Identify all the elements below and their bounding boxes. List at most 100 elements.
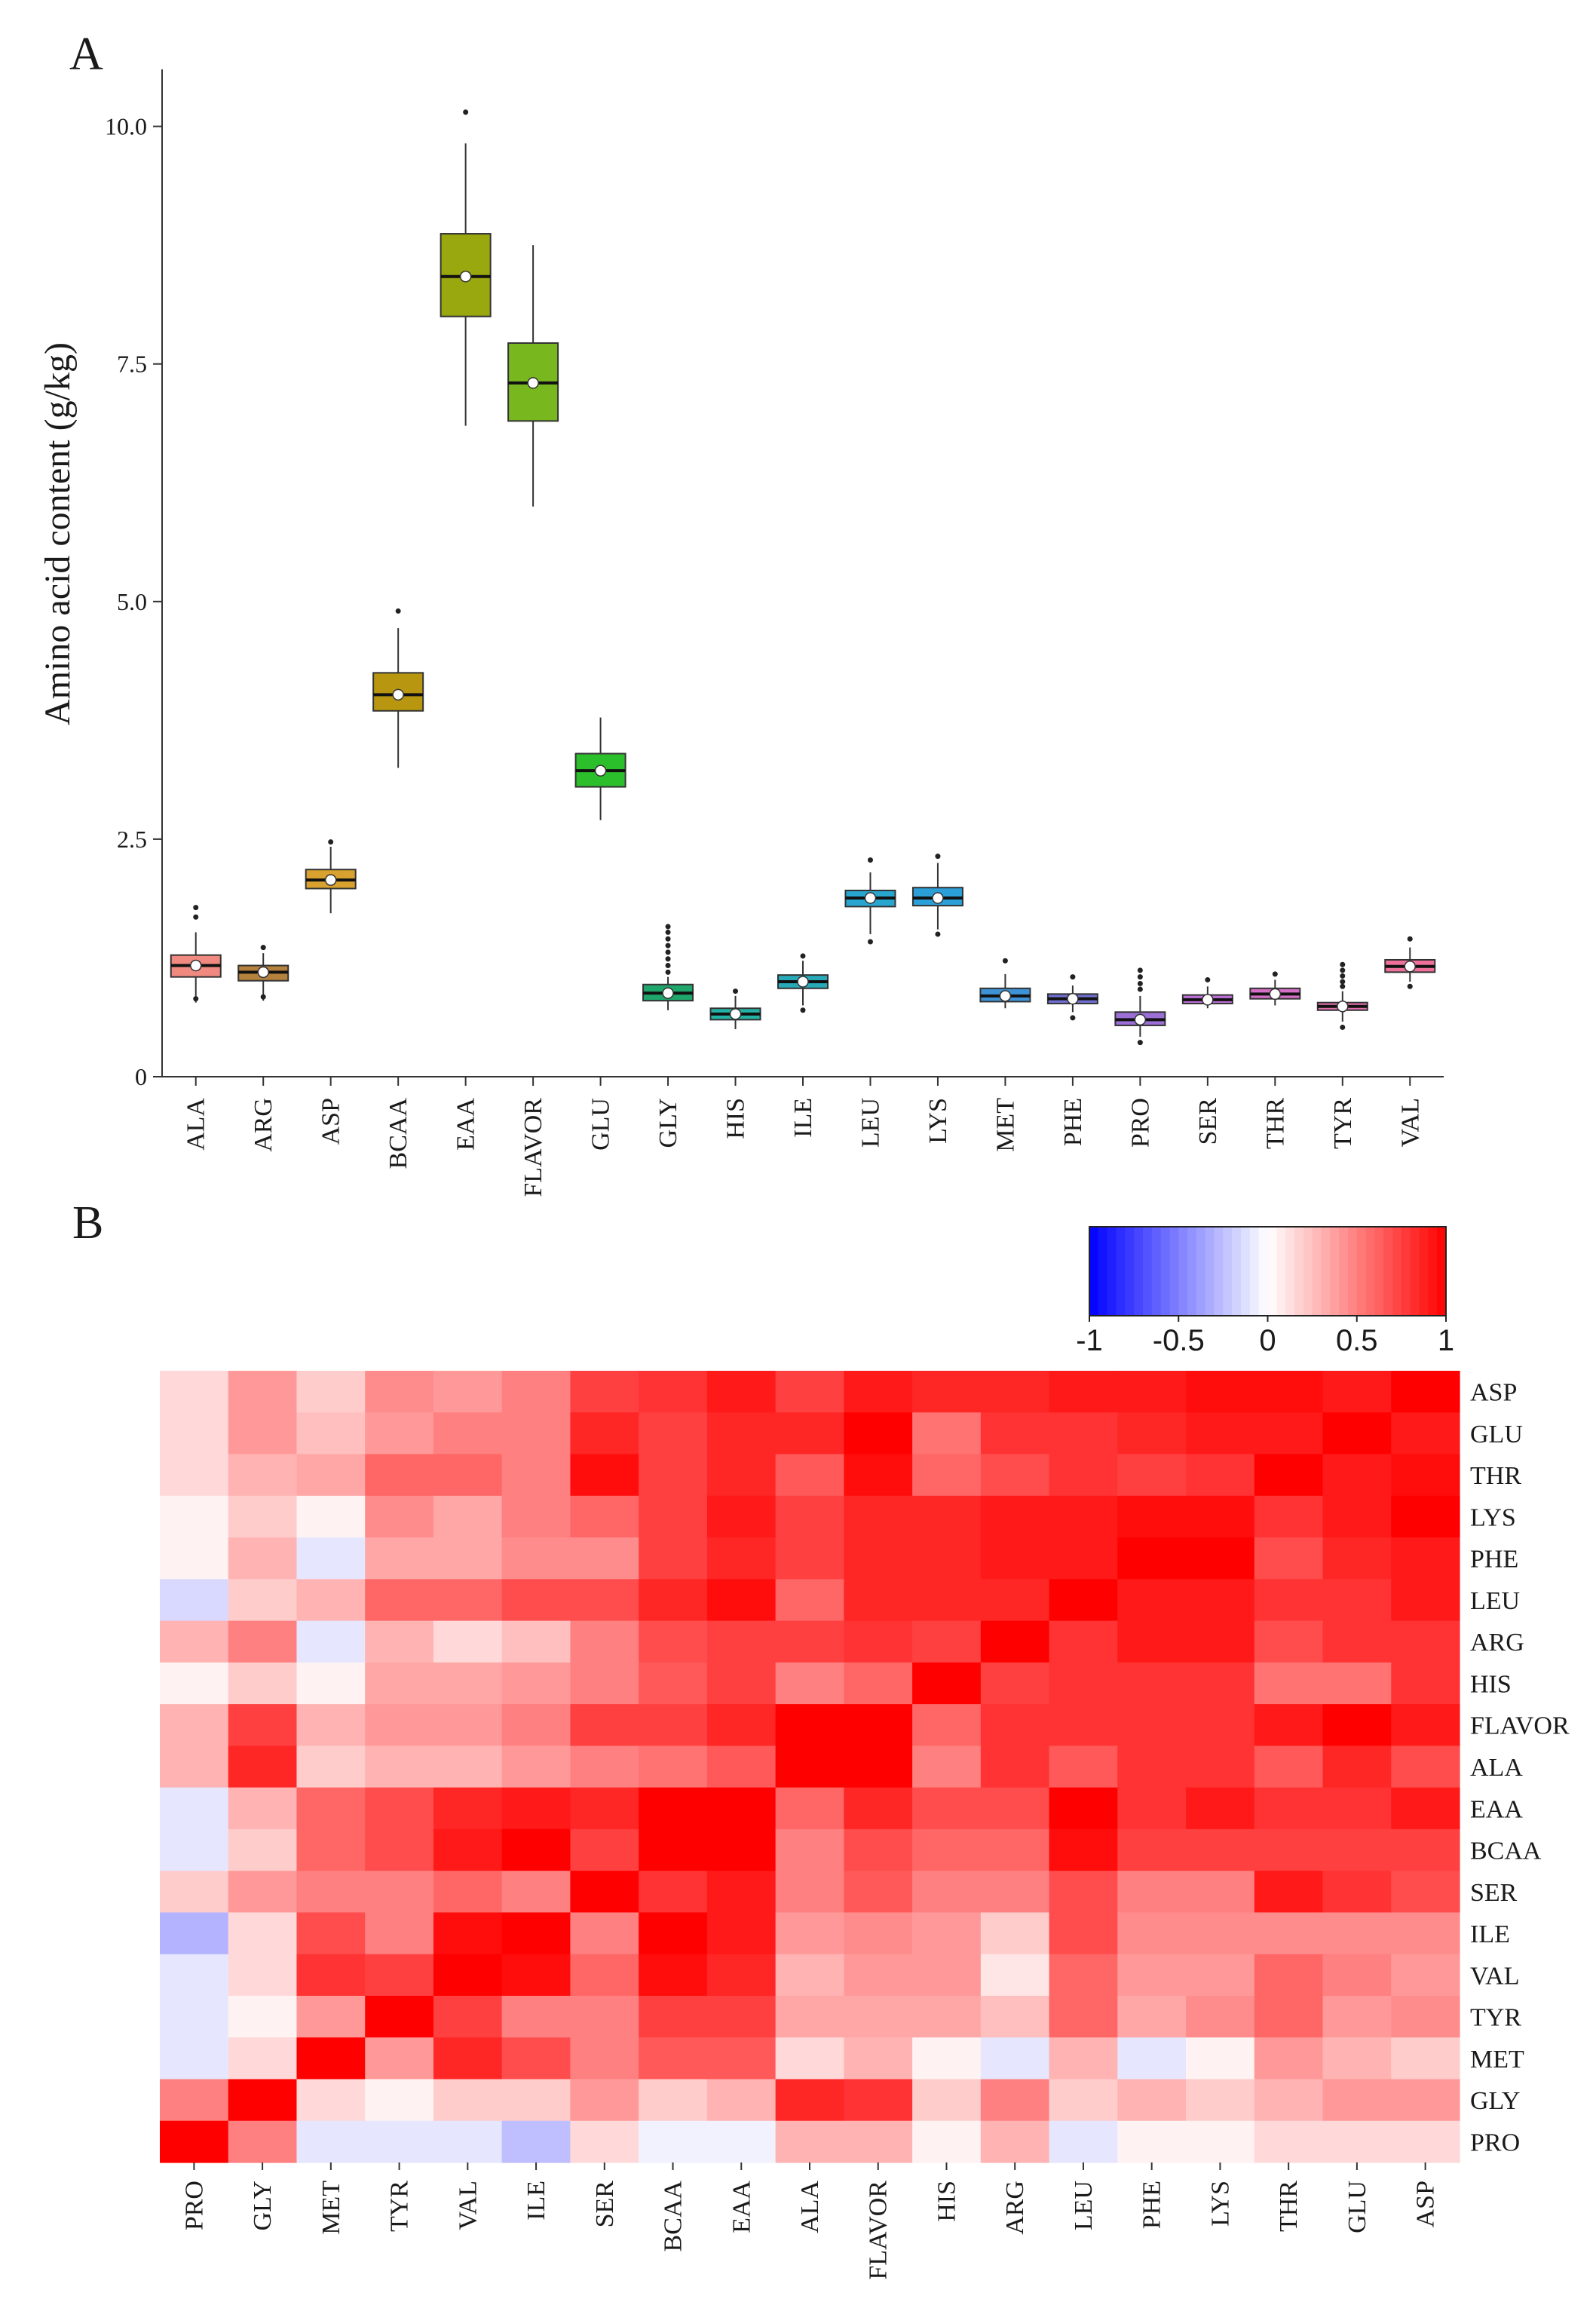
heatmap-cell bbox=[1049, 1912, 1118, 1955]
heatmap-cell bbox=[1254, 1954, 1324, 1997]
heatmap-cell bbox=[1322, 1912, 1392, 1955]
heatmap-cell bbox=[570, 1871, 639, 1914]
box-leu bbox=[844, 857, 896, 945]
heatmap-cell bbox=[160, 1787, 229, 1830]
mean-marker bbox=[189, 959, 202, 972]
x-tick-label: PHE bbox=[1059, 1098, 1087, 1146]
heatmap-cell bbox=[1049, 1746, 1118, 1788]
heatmap-cell bbox=[1049, 2120, 1118, 2163]
heatmap-cell bbox=[639, 1537, 708, 1580]
row-label: SER bbox=[1470, 1879, 1518, 1907]
heatmap-cell bbox=[296, 1828, 366, 1871]
heatmap-cell bbox=[365, 1412, 434, 1455]
heatmap-cell bbox=[296, 2120, 366, 2163]
heatmap-cell bbox=[844, 2037, 913, 2080]
heatmap-cell bbox=[706, 1954, 777, 1997]
heatmap-cell bbox=[1186, 1954, 1255, 1997]
outlier-point bbox=[260, 945, 266, 951]
colorbar-step bbox=[1330, 1227, 1340, 1316]
colorbar-step bbox=[1107, 1227, 1117, 1316]
heatmap-cell bbox=[433, 2120, 503, 2163]
heatmap-cell bbox=[912, 1995, 982, 2038]
mean-marker bbox=[594, 765, 607, 777]
heatmap-cell bbox=[365, 2120, 434, 2163]
heatmap-cell bbox=[365, 2037, 434, 2080]
outlier-point bbox=[1340, 967, 1346, 973]
heatmap-cell bbox=[1117, 1454, 1187, 1497]
x-tick-label: THR bbox=[1261, 1098, 1289, 1149]
heatmap-cell bbox=[775, 1662, 844, 1705]
heatmap-cell bbox=[296, 1620, 366, 1663]
row-label: ILE bbox=[1470, 1920, 1510, 1948]
heatmap-cell bbox=[296, 2037, 366, 2080]
heatmap-cell bbox=[433, 2079, 503, 2122]
heatmap-cell bbox=[228, 1495, 298, 1538]
outlier-point bbox=[800, 1007, 806, 1013]
heatmap-cell bbox=[706, 1495, 777, 1538]
mean-marker bbox=[662, 987, 674, 999]
heatmap-cell bbox=[160, 1371, 229, 1413]
outlier-point bbox=[1137, 967, 1143, 973]
colorbar-step bbox=[1098, 1227, 1108, 1316]
heatmap-cell bbox=[296, 1662, 366, 1705]
heatmap-cell bbox=[1254, 1537, 1324, 1580]
heatmap-cell bbox=[570, 1828, 639, 1871]
column-label: ASP bbox=[1412, 2181, 1440, 2227]
heatmap-cell bbox=[1254, 1704, 1324, 1746]
box-flavor bbox=[507, 245, 559, 507]
heatmap-cell bbox=[1117, 1537, 1187, 1580]
mean-marker bbox=[999, 990, 1012, 1002]
box-lys bbox=[911, 854, 963, 937]
colorbar-step bbox=[1205, 1227, 1215, 1316]
heatmap-cell bbox=[980, 1412, 1050, 1455]
heatmap-cell bbox=[706, 1787, 777, 1830]
heatmap-cell bbox=[1186, 2120, 1255, 2163]
heatmap-cell bbox=[912, 1828, 982, 1871]
heatmap-cell bbox=[570, 1620, 639, 1663]
colorbar-step bbox=[1285, 1227, 1295, 1316]
heatmap-cell bbox=[160, 1412, 229, 1455]
heatmap-cell bbox=[1322, 1787, 1392, 1830]
heatmap-cell bbox=[1254, 1412, 1324, 1455]
mean-marker bbox=[1134, 1013, 1147, 1026]
heatmap-cell bbox=[980, 1954, 1050, 1997]
heatmap-cell bbox=[1186, 1579, 1255, 1622]
row-label: ASP bbox=[1470, 1379, 1517, 1407]
x-tick-label: ARG bbox=[250, 1098, 277, 1152]
heatmap-cell bbox=[1049, 1412, 1118, 1455]
outlier-point bbox=[1272, 971, 1278, 977]
column-label: THR bbox=[1275, 2181, 1303, 2232]
colorbar-step bbox=[1223, 1227, 1233, 1316]
colorbar-step bbox=[1178, 1227, 1188, 1316]
y-tick-label: 7.5 bbox=[117, 351, 147, 378]
heatmap-cell bbox=[1117, 1412, 1187, 1455]
heatmap-cell bbox=[706, 1828, 777, 1871]
x-tick-label: LYS bbox=[924, 1098, 952, 1144]
heatmap-cell bbox=[1186, 1537, 1255, 1580]
outlier-point bbox=[665, 969, 671, 975]
heatmap-cell bbox=[570, 2037, 639, 2080]
correlation-heatmap: -1 -0.5 0 0.5 1 ASP GLU THR LYS PHE LEU ARG HIS FLAV… bbox=[160, 1226, 1570, 2280]
heatmap-cell bbox=[1322, 1954, 1392, 1997]
heatmap-cell bbox=[980, 1454, 1050, 1497]
heatmap-cell bbox=[228, 1579, 298, 1622]
heatmap-cell bbox=[160, 1871, 229, 1914]
mean-marker bbox=[257, 966, 269, 979]
heatmap-cell bbox=[365, 2079, 434, 2122]
box-ser bbox=[1181, 976, 1233, 1009]
column-label: LYS bbox=[1206, 2181, 1234, 2227]
heatmap-cell bbox=[1117, 2120, 1187, 2163]
row-label: GLY bbox=[1470, 2087, 1520, 2115]
heatmap-cell bbox=[912, 2120, 982, 2163]
heatmap-cell bbox=[296, 1871, 366, 1914]
row-label: TYR bbox=[1470, 2004, 1521, 2032]
heatmap-cell bbox=[365, 1871, 434, 1914]
heatmap-cell bbox=[980, 1620, 1050, 1663]
colorbar-step bbox=[1392, 1227, 1402, 1316]
outlier-point bbox=[193, 914, 199, 920]
heatmap-cell bbox=[1117, 1787, 1187, 1830]
panel-b-label: B bbox=[72, 1197, 103, 1249]
heatmap-cell bbox=[501, 1704, 571, 1746]
colorbar-step bbox=[1347, 1227, 1358, 1316]
mean-marker bbox=[1269, 988, 1282, 1001]
